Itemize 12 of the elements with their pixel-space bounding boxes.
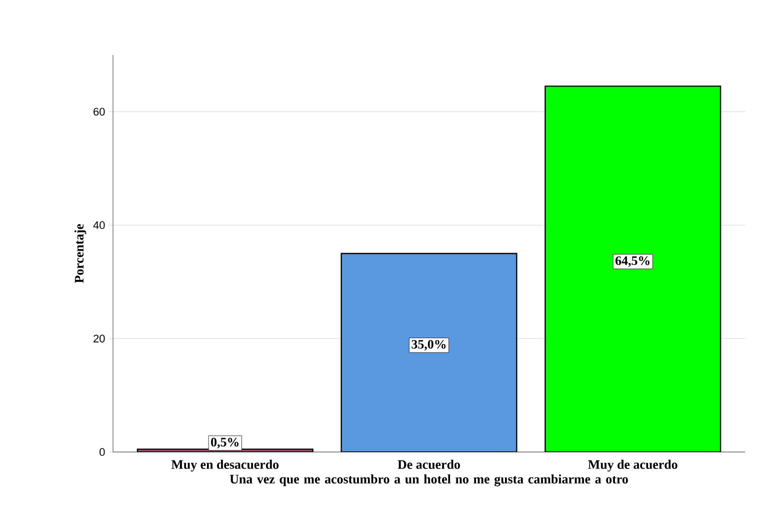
y-tick-label: 0 bbox=[100, 448, 105, 456]
y-tick-label: 60 bbox=[94, 108, 105, 116]
data-label: 35,0% bbox=[412, 340, 446, 351]
x-axis-title: Una vez que me acostumbro a un hotel no me gusta cambiarme a otro bbox=[230, 474, 628, 486]
data-label: 64,5% bbox=[616, 256, 650, 267]
y-axis-title: Porcentaje bbox=[74, 224, 86, 284]
x-tick-label: Muy en desacuerdo bbox=[171, 460, 279, 472]
data-label: 0,5% bbox=[211, 438, 238, 448]
x-tick-label: Muy de acuerdo bbox=[588, 460, 678, 472]
x-tick-label: De acuerdo bbox=[398, 460, 460, 469]
y-tick-label: 40 bbox=[93, 221, 105, 230]
y-tick-label: 20 bbox=[94, 334, 105, 342]
